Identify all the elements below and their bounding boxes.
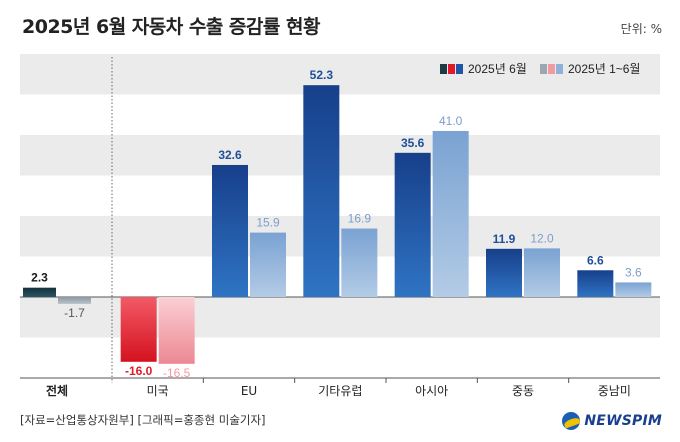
- data-label: -1.7: [64, 306, 85, 320]
- value-labels: 2.3 -1.7 -16.0 -16.5 32.6 15.9 52.3 16.9 35.6 41.…: [31, 68, 642, 380]
- data-label: 12.0: [530, 231, 554, 245]
- bar-june-0: [23, 287, 56, 297]
- category-label: 중동: [512, 384, 534, 398]
- bars: [23, 85, 652, 364]
- data-label: 52.3: [310, 68, 334, 82]
- legend-label: 2025년 6월: [468, 62, 527, 76]
- bar-june-5: [486, 248, 522, 297]
- legend-swatch-jan-jun: [556, 64, 563, 74]
- newspim-logo: NEWSPIM: [562, 412, 662, 430]
- data-label: 2.3: [31, 271, 48, 285]
- legend-swatch-june: [456, 64, 463, 74]
- grid-band: [20, 297, 660, 338]
- bar-june-3: [303, 85, 340, 297]
- category-label: 전체: [46, 383, 68, 398]
- category-label: 중남미: [598, 384, 631, 398]
- legend-swatch-jan-jun: [540, 64, 547, 74]
- data-label: 32.6: [218, 148, 242, 162]
- bar-jan-jun-4: [432, 130, 469, 297]
- bar-jan-jun-5: [524, 248, 560, 297]
- category-labels: 전체 미국 EU 기타유럽 아시아 중동 중남미: [46, 383, 631, 398]
- legend: 2025년 6월 2025년 1~6월: [440, 62, 640, 76]
- grid-band: [20, 216, 660, 257]
- data-label: -16.0: [125, 364, 153, 378]
- category-label: 아시아: [415, 384, 448, 398]
- bar-jan-jun-3: [341, 228, 378, 297]
- bar-jan-jun-6: [615, 282, 652, 297]
- legend-swatch-june: [448, 64, 455, 74]
- grid-bands: [20, 54, 660, 338]
- data-label: 6.6: [587, 253, 604, 267]
- data-label: 16.9: [348, 212, 372, 226]
- category-label: 미국: [147, 384, 169, 398]
- bar-jan-jun-0: [58, 297, 91, 304]
- data-label: 3.6: [625, 265, 642, 279]
- bar-june-4: [394, 152, 431, 297]
- category-label: 기타유럽: [318, 384, 362, 398]
- data-label: 11.9: [493, 232, 516, 246]
- bar-june-6: [577, 270, 614, 297]
- source-credit: [자료=산업통상자원부] [그래픽=홍종현 미술기자]: [20, 413, 266, 427]
- bar-jan-jun-2: [250, 232, 286, 297]
- legend-swatch-jan-jun: [548, 64, 555, 74]
- logo-icon: [562, 412, 581, 430]
- bar-june-1: [120, 297, 157, 362]
- data-label: 41.0: [439, 114, 463, 128]
- category-label: EU: [241, 384, 257, 398]
- unit-label: 단위: %: [620, 22, 662, 36]
- data-label: 35.6: [401, 136, 425, 150]
- legend-label: 2025년 1~6월: [568, 62, 640, 76]
- bar-jan-jun-1: [158, 297, 195, 364]
- chart-title: 2025년 6월 자동차 수출 증감률 현황: [22, 16, 320, 38]
- grid-band: [20, 54, 660, 95]
- bar-june-2: [212, 164, 248, 297]
- data-label: 15.9: [256, 216, 280, 230]
- legend-swatch-june: [440, 64, 447, 74]
- grid-band: [20, 135, 660, 176]
- data-label: -16.5: [163, 366, 191, 380]
- logo-text: NEWSPIM: [584, 413, 662, 429]
